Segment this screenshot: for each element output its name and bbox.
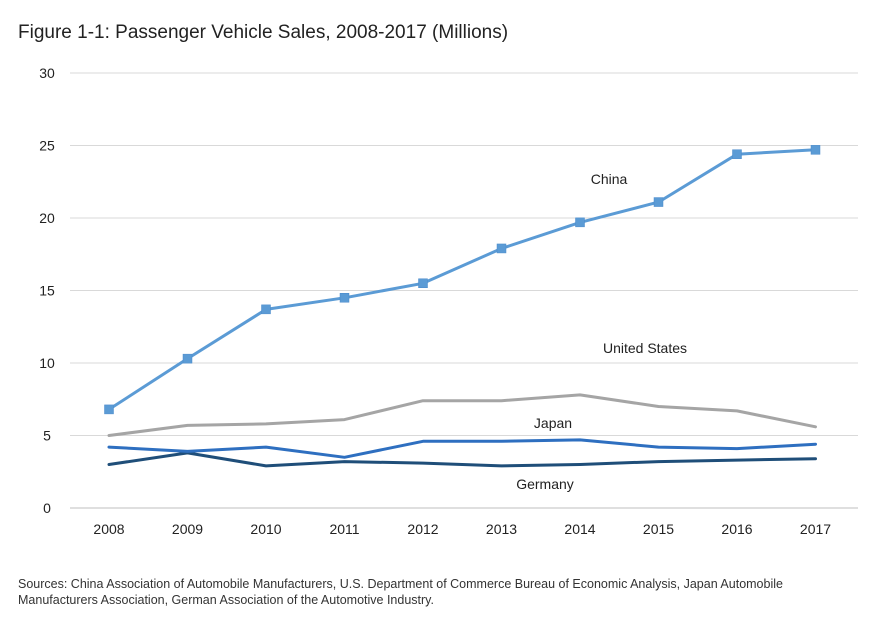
series-label-germany: Germany: [516, 476, 574, 492]
series-markers: [104, 145, 821, 415]
data-point-china: [496, 243, 507, 254]
y-axis: 0 5 10 15 20 25 30: [39, 65, 55, 516]
series-line-germany: [107, 451, 817, 468]
data-point-china: [732, 149, 742, 159]
series-label-united-states: United States: [603, 340, 687, 356]
y-tick-label: 0: [43, 500, 51, 516]
series-line-japan: [107, 438, 817, 459]
x-tick-label: 2012: [407, 521, 438, 537]
x-axis: 2008 2009 2010 2011 2012 2013 2014 2015 2016 2017: [93, 521, 831, 537]
y-tick-label: 30: [39, 65, 55, 81]
data-point-china: [575, 217, 585, 228]
x-tick-label: 2015: [643, 521, 674, 537]
series-lines: [107, 148, 817, 468]
gridlines: [70, 72, 858, 509]
chart-sources-note: Sources: China Association of Automobile…: [18, 577, 783, 607]
data-point-china: [810, 145, 821, 155]
x-tick-label: 2014: [564, 521, 595, 537]
x-tick-label: 2010: [250, 521, 281, 537]
chart-title: Figure 1-1: Passenger Vehicle Sales, 200…: [18, 22, 509, 43]
x-tick-label: 2009: [172, 521, 203, 537]
data-point-china: [653, 197, 664, 207]
data-point-china: [418, 278, 428, 288]
series-label-china: China: [591, 171, 628, 187]
series-line-united-states: [107, 393, 817, 437]
x-tick-label: 2016: [721, 521, 752, 537]
line-chart: 0 5 10 15 20 25 30 2008 2009 2010 2011 2012 2013 201…: [39, 65, 858, 537]
series-labels: China United States Japan Germany: [516, 171, 687, 492]
y-tick-label: 15: [39, 283, 55, 299]
data-point-china: [261, 304, 271, 315]
data-point-china: [339, 293, 350, 303]
x-tick-label: 2017: [800, 521, 831, 537]
data-point-china: [182, 353, 193, 364]
series-label-japan: Japan: [534, 415, 572, 431]
y-tick-label: 25: [39, 138, 55, 154]
data-point-china: [104, 404, 114, 415]
y-tick-label: 10: [39, 355, 55, 371]
y-tick-label: 5: [43, 428, 51, 444]
y-tick-label: 20: [39, 210, 55, 226]
series-line-china: [107, 148, 817, 411]
x-tick-label: 2011: [329, 521, 359, 537]
x-tick-label: 2013: [486, 521, 517, 537]
x-tick-label: 2008: [93, 521, 124, 537]
